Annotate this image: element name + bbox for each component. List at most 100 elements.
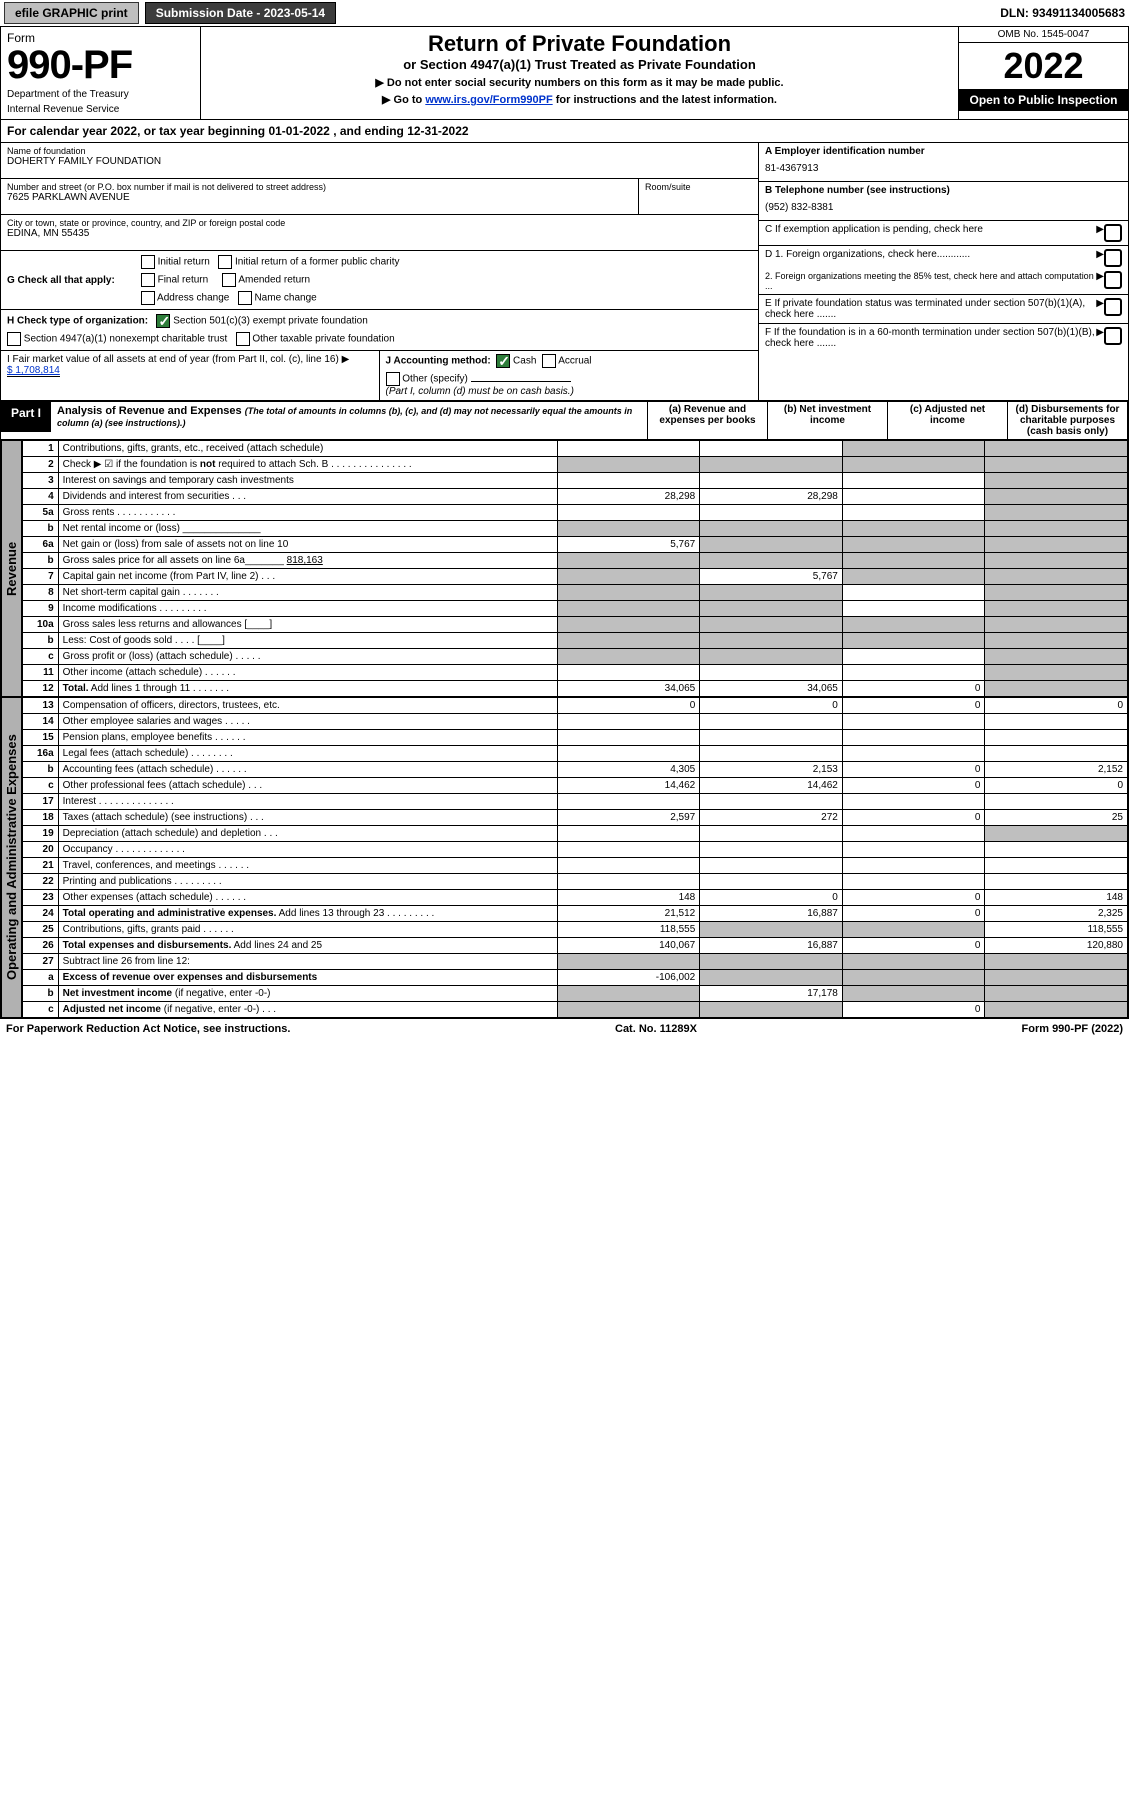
g-initial-public-checkbox[interactable] [218, 255, 232, 269]
efile-print-button[interactable]: efile GRAPHIC print [4, 2, 139, 24]
table-row: 14Other employee salaries and wages . . … [23, 714, 1128, 730]
line-number: 21 [23, 858, 59, 874]
arrow-icon: ▶ [1096, 271, 1104, 291]
table-row: 4Dividends and interest from securities … [23, 489, 1128, 505]
data-cell: 0 [842, 681, 985, 697]
line-number: 27 [23, 954, 59, 970]
data-cell [985, 681, 1128, 697]
data-cell: 5,767 [557, 537, 700, 553]
line-label: Net gain or (loss) from sale of assets n… [58, 537, 557, 553]
addr-label: Number and street (or P.O. box number if… [7, 182, 632, 192]
data-cell [842, 489, 985, 505]
c-checkbox[interactable] [1104, 224, 1122, 242]
line-label: Gross profit or (loss) (attach schedule)… [58, 649, 557, 665]
line-number: c [23, 1002, 59, 1018]
data-cell [985, 730, 1128, 746]
line-label: Legal fees (attach schedule) . . . . . .… [58, 746, 557, 762]
footer-left: For Paperwork Reduction Act Notice, see … [6, 1023, 290, 1035]
h-4947-checkbox[interactable] [7, 332, 21, 346]
table-row: 7Capital gain net income (from Part IV, … [23, 569, 1128, 585]
table-row: 18Taxes (attach schedule) (see instructi… [23, 810, 1128, 826]
dept-label: Department of the Treasury [7, 89, 194, 100]
data-cell [557, 665, 700, 681]
line-label: Subtract line 26 from line 12: [58, 954, 557, 970]
line-number: 25 [23, 922, 59, 938]
data-cell [700, 970, 843, 986]
note-ssn: ▶ Do not enter social security numbers o… [211, 76, 948, 89]
data-cell: 0 [842, 938, 985, 954]
line-label: Adjusted net income (if negative, enter … [58, 1002, 557, 1018]
d2-checkbox[interactable] [1104, 271, 1122, 289]
line-number: b [23, 553, 59, 569]
data-cell [700, 537, 843, 553]
g-row: G Check all that apply: Initial return I… [1, 251, 758, 310]
table-row: 16aLegal fees (attach schedule) . . . . … [23, 746, 1128, 762]
i-label: I Fair market value of all assets at end… [7, 354, 349, 365]
g-opt-addrchange: Address change [157, 293, 229, 304]
data-cell [557, 569, 700, 585]
h-501c3-checkbox[interactable] [156, 314, 170, 328]
data-cell [985, 746, 1128, 762]
data-cell [842, 842, 985, 858]
data-cell: 17,178 [700, 986, 843, 1002]
g-opt-amended: Amended return [238, 275, 310, 286]
line-number: 15 [23, 730, 59, 746]
e-checkbox[interactable] [1104, 298, 1122, 316]
opex-table: 13Compensation of officers, directors, t… [22, 697, 1128, 1018]
i-fmv-link[interactable]: $ 1,708,814 [7, 365, 60, 377]
data-cell: 0 [842, 890, 985, 906]
f-checkbox[interactable] [1104, 327, 1122, 345]
data-cell: 16,887 [700, 938, 843, 954]
g-name-change-checkbox[interactable] [238, 291, 252, 305]
line-label: Printing and publications . . . . . . . … [58, 874, 557, 890]
line-number: 24 [23, 906, 59, 922]
instructions-link[interactable]: www.irs.gov/Form990PF [425, 94, 552, 106]
line-label: Depreciation (attach schedule) and deple… [58, 826, 557, 842]
data-cell: 118,555 [985, 922, 1128, 938]
cal-begin: 01-01-2022 [268, 124, 329, 138]
line-number: 20 [23, 842, 59, 858]
table-row: 1Contributions, gifts, grants, etc., rec… [23, 441, 1128, 457]
data-cell [557, 473, 700, 489]
h-other-checkbox[interactable] [236, 332, 250, 346]
data-cell: 5,767 [700, 569, 843, 585]
data-cell [557, 954, 700, 970]
g-address-change-checkbox[interactable] [141, 291, 155, 305]
data-cell: 4,305 [557, 762, 700, 778]
j-other-checkbox[interactable] [386, 372, 400, 386]
j-accrual-checkbox[interactable] [542, 354, 556, 368]
data-cell [557, 858, 700, 874]
j-cash-checkbox[interactable] [496, 354, 510, 368]
d1-checkbox[interactable] [1104, 249, 1122, 267]
data-cell [985, 537, 1128, 553]
cal-mid: , and ending [333, 124, 407, 138]
line-label: Occupancy . . . . . . . . . . . . . [58, 842, 557, 858]
line-label: Other professional fees (attach schedule… [58, 778, 557, 794]
data-cell [557, 617, 700, 633]
data-cell [700, 826, 843, 842]
data-cell [700, 505, 843, 521]
data-cell: 148 [557, 890, 700, 906]
line-label: Contributions, gifts, grants paid . . . … [58, 922, 557, 938]
line-number: 6a [23, 537, 59, 553]
data-cell [842, 794, 985, 810]
foundation-address: 7625 PARKLAWN AVENUE [7, 192, 632, 203]
line-label: Interest on savings and temporary cash i… [58, 473, 557, 489]
g-initial-return-checkbox[interactable] [141, 255, 155, 269]
g-amended-checkbox[interactable] [222, 273, 236, 287]
table-row: 11Other income (attach schedule) . . . .… [23, 665, 1128, 681]
data-cell [700, 842, 843, 858]
data-cell [985, 569, 1128, 585]
part1-tag: Part I [1, 402, 51, 432]
h-label: H Check type of organization: [7, 316, 148, 327]
line-label: Interest . . . . . . . . . . . . . . [58, 794, 557, 810]
data-cell [557, 826, 700, 842]
data-cell [842, 457, 985, 473]
data-cell [842, 922, 985, 938]
table-row: cOther professional fees (attach schedul… [23, 778, 1128, 794]
line-label: Gross sales less returns and allowances … [58, 617, 557, 633]
table-row: bNet investment income (if negative, ent… [23, 986, 1128, 1002]
g-final-return-checkbox[interactable] [141, 273, 155, 287]
data-cell [557, 633, 700, 649]
line-label: Check ▶ ☑ if the foundation is not requi… [58, 457, 557, 473]
